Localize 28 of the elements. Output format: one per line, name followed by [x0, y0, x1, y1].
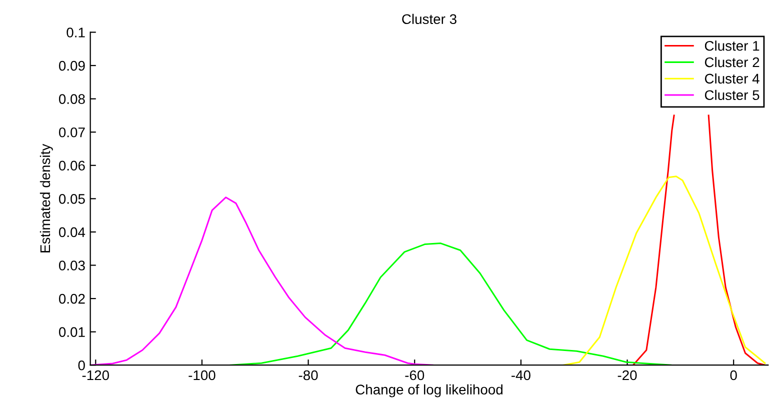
y-tick-label: 0.07 [58, 127, 85, 138]
x-tick-label: -80 [298, 370, 318, 380]
y-tick-label: 0.1 [66, 28, 85, 38]
legend-label: Cluster 1 [704, 40, 760, 51]
x-tick-label: -20 [618, 370, 637, 380]
x-tick-label: -100 [188, 370, 216, 380]
chart-title: Cluster 3 [402, 14, 456, 24]
x-tick-label: -60 [405, 370, 424, 380]
y-tick-label: 0.09 [58, 60, 85, 71]
y-tick-label: 0 [78, 360, 85, 370]
line-series [230, 242, 672, 366]
y-tick-label: 0.04 [58, 227, 86, 238]
legend-label: Cluster 2 [704, 56, 760, 68]
x-tick-label: 0 [730, 370, 737, 380]
x-tick-label: -40 [512, 370, 530, 380]
y-tick-label: 0.01 [58, 327, 85, 337]
line-series [90, 196, 434, 366]
line-series [562, 176, 766, 366]
legend-label: Cluster 5 [704, 90, 760, 100]
legend-label: Cluster 4 [704, 73, 760, 84]
y-tick-label: 0.02 [58, 294, 85, 304]
y-tick-label: 0.05 [58, 194, 85, 204]
y-tick-label: 0.06 [58, 160, 85, 171]
x-tick-label: -120 [82, 370, 109, 380]
y-tick-label: 0.08 [58, 94, 85, 104]
y-tick-label: 0.03 [58, 260, 85, 270]
y-axis-title: Estimated density [40, 144, 53, 252]
x-axis-title: Change of log likelihood [356, 384, 502, 398]
